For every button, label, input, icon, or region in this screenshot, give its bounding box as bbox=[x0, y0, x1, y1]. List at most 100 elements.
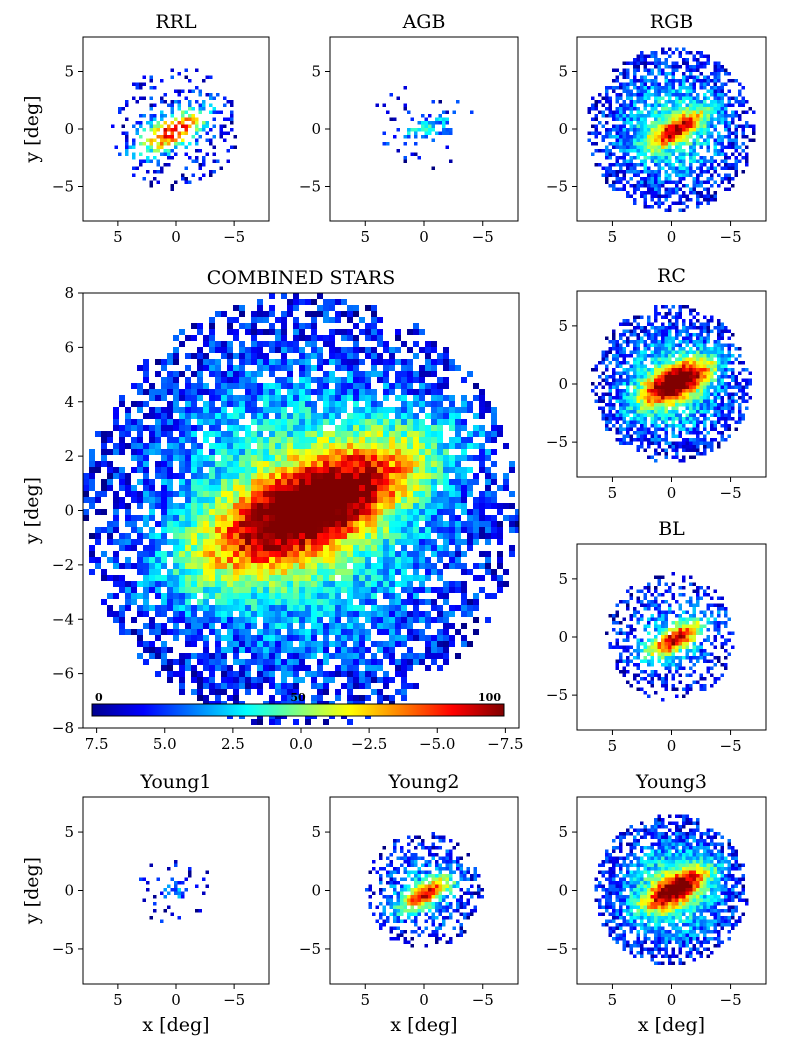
rgb-density-cell bbox=[668, 156, 672, 160]
rgb-density-cell bbox=[612, 188, 616, 192]
rgb-density-cell bbox=[623, 128, 627, 132]
combined-density-cell bbox=[251, 437, 257, 443]
combined-density-cell bbox=[329, 317, 335, 323]
combined-density-cell bbox=[185, 365, 191, 371]
rgb-density-cell bbox=[710, 135, 714, 139]
agb-density-cell bbox=[446, 118, 450, 122]
combined-density-cell bbox=[269, 431, 275, 437]
rrl-density-cell bbox=[153, 156, 157, 160]
combined-density-cell bbox=[311, 449, 317, 455]
combined-density-cell bbox=[335, 623, 341, 629]
combined-density-cell bbox=[335, 563, 341, 569]
combined-density-cell bbox=[191, 605, 197, 611]
combined-density-cell bbox=[455, 527, 461, 533]
combined-density-cell bbox=[329, 473, 335, 479]
agb-density-cell bbox=[432, 167, 436, 171]
combined-density-cell bbox=[401, 617, 407, 623]
rgb-density-cell bbox=[630, 146, 634, 150]
rc-density-cell bbox=[675, 316, 679, 320]
agb-density-cell bbox=[404, 135, 408, 139]
combined-density-cell bbox=[233, 497, 239, 503]
combined-density-cell bbox=[353, 437, 359, 443]
combined-density-cell bbox=[173, 335, 179, 341]
combined-density-cell bbox=[413, 491, 419, 497]
combined-density-cell bbox=[221, 599, 227, 605]
rgb-density-cell bbox=[686, 93, 690, 97]
combined-density-cell bbox=[341, 329, 347, 335]
rc-density-cell bbox=[661, 326, 665, 330]
combined-density-cell bbox=[371, 437, 377, 443]
combined-density-cell bbox=[359, 611, 365, 617]
combined-density-cell bbox=[365, 455, 371, 461]
rrl-density-cell bbox=[167, 163, 171, 167]
combined-density-cell bbox=[263, 359, 269, 365]
agb-density-cell bbox=[449, 160, 453, 164]
rgb-density-cell bbox=[626, 90, 630, 94]
combined-density-cell bbox=[299, 611, 305, 617]
rgb-density-cell bbox=[609, 163, 613, 167]
rrl-density-cell bbox=[171, 132, 175, 136]
agb-density-cell bbox=[397, 128, 401, 132]
combined-density-cell bbox=[371, 413, 377, 419]
combined-density-cell bbox=[299, 497, 305, 503]
combined-density-cell bbox=[389, 611, 395, 617]
rgb-density-cell bbox=[707, 128, 711, 132]
rgb-density-cell bbox=[682, 118, 686, 122]
combined-density-cell bbox=[335, 641, 341, 647]
combined-density-cell bbox=[455, 557, 461, 563]
combined-density-cell bbox=[251, 593, 257, 599]
rgb-density-cell bbox=[707, 58, 711, 62]
rgb-density-cell bbox=[682, 195, 686, 199]
combined-density-cell bbox=[317, 509, 323, 515]
rrl-density-cell bbox=[150, 97, 154, 101]
rrl-density-cell bbox=[192, 135, 196, 139]
combined-density-cell bbox=[443, 587, 449, 593]
combined-density-cell bbox=[455, 455, 461, 461]
rgb-density-cell bbox=[668, 93, 672, 97]
rgb-density-cell bbox=[661, 181, 665, 185]
combined-density-cell bbox=[107, 461, 113, 467]
combined-density-cell bbox=[425, 533, 431, 539]
rgb-density-cell bbox=[630, 114, 634, 118]
combined-density-cell bbox=[389, 407, 395, 413]
rgb-density-cell bbox=[665, 100, 669, 104]
combined-density-cell bbox=[239, 305, 245, 311]
rgb-density-cell bbox=[700, 163, 704, 167]
rgb-density-cell bbox=[612, 69, 616, 73]
combined-density-cell bbox=[119, 623, 125, 629]
rgb-density-cell bbox=[696, 111, 700, 115]
rgb-density-cell bbox=[689, 188, 693, 192]
rc-density-cell bbox=[675, 326, 679, 330]
rgb-density-cell bbox=[728, 177, 732, 181]
rc-density-cell bbox=[672, 305, 676, 309]
rgb-density-cell bbox=[626, 104, 630, 108]
combined-density-cell bbox=[287, 653, 293, 659]
combined-density-cell bbox=[215, 425, 221, 431]
rgb-density-cell bbox=[637, 79, 641, 83]
rrl-density-cell bbox=[227, 100, 231, 104]
rgb-density-cell bbox=[703, 139, 707, 143]
combined-density-cell bbox=[221, 521, 227, 527]
combined-density-cell bbox=[437, 455, 443, 461]
combined-density-cell bbox=[161, 551, 167, 557]
combined-density-cell bbox=[221, 455, 227, 461]
rgb-density-cell bbox=[633, 170, 637, 174]
combined-density-cell bbox=[281, 671, 287, 677]
combined-density-cell bbox=[185, 407, 191, 413]
combined-density-cell bbox=[347, 377, 353, 383]
combined-density-cell bbox=[389, 581, 395, 587]
combined-density-cell bbox=[203, 575, 209, 581]
rgb-density-cell bbox=[693, 69, 697, 73]
combined-density-cell bbox=[461, 623, 467, 629]
rgb-density-cell bbox=[710, 107, 714, 111]
combined-density-cell bbox=[245, 509, 251, 515]
rgb-density-cell bbox=[623, 111, 627, 115]
combined-density-cell bbox=[341, 557, 347, 563]
rrl-density-cell bbox=[125, 118, 129, 122]
combined-density-cell bbox=[269, 647, 275, 653]
rrl-density-cell bbox=[202, 125, 206, 129]
rrl-density-cell bbox=[150, 128, 154, 132]
combined-density-cell bbox=[371, 599, 377, 605]
combined-density-cell bbox=[401, 479, 407, 485]
combined-density-cell bbox=[509, 467, 515, 473]
